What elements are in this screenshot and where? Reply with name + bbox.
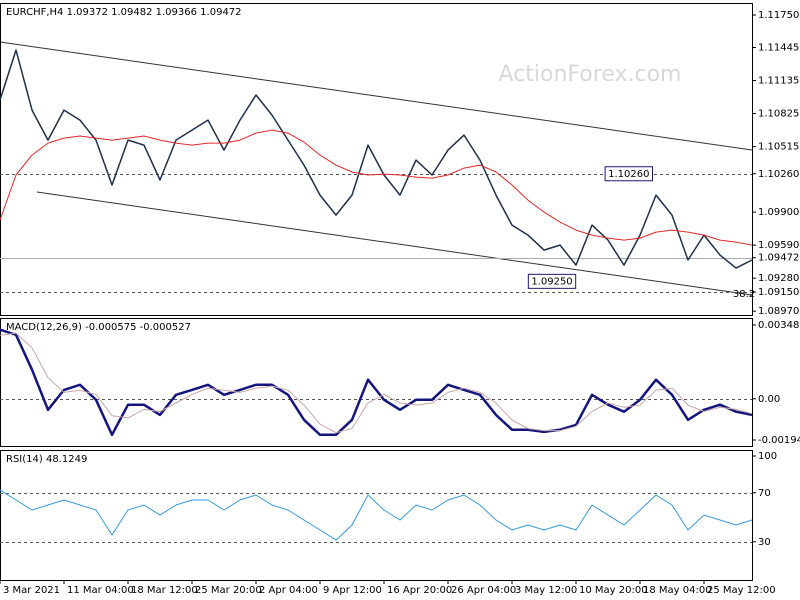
x-tick-label: 16 Apr 20:00 xyxy=(387,585,452,596)
x-tick-label: 10 May 20:00 xyxy=(579,585,648,596)
y-tick-label: 1.10825 xyxy=(758,109,799,120)
y-tick-label: 1.09150 xyxy=(758,287,799,298)
x-tick-label: 3 May 12:00 xyxy=(515,585,577,596)
x-tick-label: 26 Apr 04:00 xyxy=(451,585,516,596)
y-tick-label: 70 xyxy=(758,488,771,499)
y-tick-label: 1.10260 xyxy=(758,169,799,180)
y-tick-label: 1.11750 xyxy=(758,10,799,21)
y-tick-label: 0.003481 xyxy=(758,320,800,331)
series-line xyxy=(0,332,753,434)
channel-lower xyxy=(36,191,753,296)
y-tick-label: 1.08970 xyxy=(758,306,799,317)
annotation-box xyxy=(527,273,577,289)
y-tick-label: -0.001944 xyxy=(758,435,800,446)
annotation: 1.09250 xyxy=(531,276,572,287)
y-tick-label: 1.11445 xyxy=(758,43,799,54)
y-tick-label: 1.10515 xyxy=(758,142,799,153)
series-line xyxy=(0,129,753,246)
x-tick-label: 3 Mar 2021 xyxy=(3,585,60,596)
x-tick-label: 18 May 04:00 xyxy=(643,585,712,596)
channel-upper xyxy=(0,41,753,151)
y-tick-label: 1.09472 xyxy=(758,253,799,264)
y-tick-label: 0.00 xyxy=(758,394,780,405)
y-tick-label: 1.11135 xyxy=(758,76,799,87)
x-tick-label: 25 May 12:00 xyxy=(707,585,776,596)
annotation-box xyxy=(604,166,653,182)
annotation: 1.10260 xyxy=(608,169,649,180)
y-tick-label: 1.09900 xyxy=(758,207,799,218)
x-tick-label: 11 Mar 04:00 xyxy=(67,585,134,596)
watermark: ActionForex.com xyxy=(499,62,682,87)
series-line xyxy=(0,49,753,269)
y-tick-label: 1.09590 xyxy=(758,240,799,251)
series-line xyxy=(0,489,753,541)
y-tick-label: 1.09280 xyxy=(758,273,799,284)
x-tick-label: 9 Apr 12:00 xyxy=(323,585,382,596)
y-tick-label: 30 xyxy=(758,537,771,548)
panel-title: RSI(14) 48.1249 xyxy=(6,454,87,465)
annotation: 38.2 xyxy=(733,289,755,300)
series-line xyxy=(0,328,753,437)
y-tick-label: 100 xyxy=(758,451,777,462)
panel-title: EURCHF,H4 1.09372 1.09482 1.09366 1.0947… xyxy=(6,7,242,18)
panel-title: MACD(12,26,9) -0.000575 -0.000527 xyxy=(6,322,191,333)
x-tick-label: 2 Apr 04:00 xyxy=(259,585,318,596)
x-tick-label: 25 Mar 20:00 xyxy=(195,585,262,596)
x-tick-label: 18 Mar 12:00 xyxy=(131,585,198,596)
